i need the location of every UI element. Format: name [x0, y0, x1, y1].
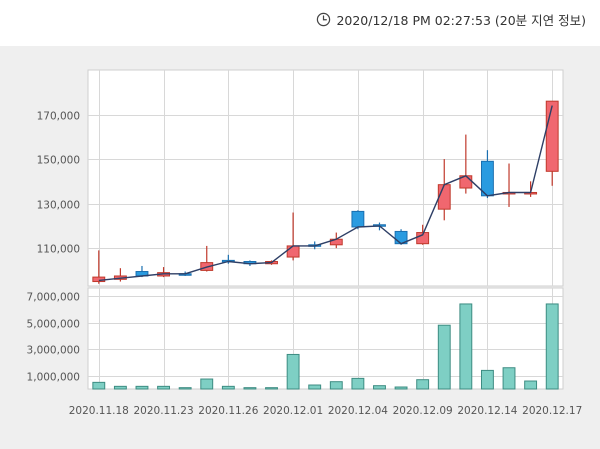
timestamp: 2020/12/18 PM 02:27:53 (20분 지연 정보) [316, 10, 586, 29]
price-line [98, 105, 553, 282]
volume-bar [135, 385, 149, 390]
chart-panel: 110,000 130,000 150,000 170,000 1,000,000 3,0… [0, 46, 600, 449]
clock-icon [317, 12, 331, 27]
volume-tick-label: 7,000,000 [27, 292, 80, 304]
candle-body [416, 232, 430, 245]
x-tick-label: 2020.12.14 [457, 405, 517, 417]
volume-bar [459, 303, 473, 390]
stock-chart: 110,000 130,000 150,000 170,000 1,000,000 3,0… [27, 69, 582, 417]
x-tick-label: 2020.12.09 [393, 405, 453, 417]
volume-bar [416, 379, 430, 390]
x-tick-label: 2020.11.26 [198, 405, 258, 417]
volume-bar [373, 385, 386, 390]
volume-bar [221, 385, 235, 390]
volume-bar [329, 381, 343, 390]
volume-tick-label: 5,000,000 [27, 319, 80, 331]
price-tick-label: 150,000 [37, 155, 80, 167]
volume-bar [480, 369, 494, 390]
candle-body [480, 160, 494, 197]
volume-bar [243, 387, 257, 390]
price-tick-label: 170,000 [37, 111, 80, 123]
candle-body [545, 100, 559, 172]
volume-bar [200, 378, 214, 390]
volume-bar [113, 385, 127, 390]
price-tick-label: 110,000 [37, 244, 80, 256]
volume-bar [437, 324, 451, 390]
x-tick-label: 2020.11.23 [134, 405, 194, 417]
volume-bar [394, 386, 408, 390]
volume-bar [178, 387, 192, 390]
volume-tick-label: 1,000,000 [27, 372, 80, 384]
volume-bar [502, 367, 516, 390]
timestamp-text: 2020/12/18 PM 02:27:53 (20분 지연 정보) [336, 13, 586, 28]
candle-body [351, 210, 365, 228]
volume-bar [265, 387, 278, 390]
x-tick-label: 2020.11.18 [69, 405, 129, 417]
candle-body [286, 245, 300, 258]
x-tick-label: 2020.12.04 [328, 405, 388, 417]
volume-bar [524, 380, 538, 390]
volume-bar [92, 381, 106, 390]
x-tick-label: 2020.12.01 [263, 405, 323, 417]
candle-body [437, 184, 451, 210]
volume-bar [286, 353, 300, 390]
volume-tick-label: 3,000,000 [27, 345, 80, 357]
volume-bar [545, 303, 559, 390]
volume-bar [308, 384, 322, 390]
volume-bar [157, 385, 171, 390]
volume-bar [351, 377, 365, 390]
price-tick-label: 130,000 [37, 200, 80, 212]
header: 2020/12/18 PM 02:27:53 (20분 지연 정보) [0, 0, 600, 46]
x-tick-label: 2020.12.17 [522, 405, 582, 417]
